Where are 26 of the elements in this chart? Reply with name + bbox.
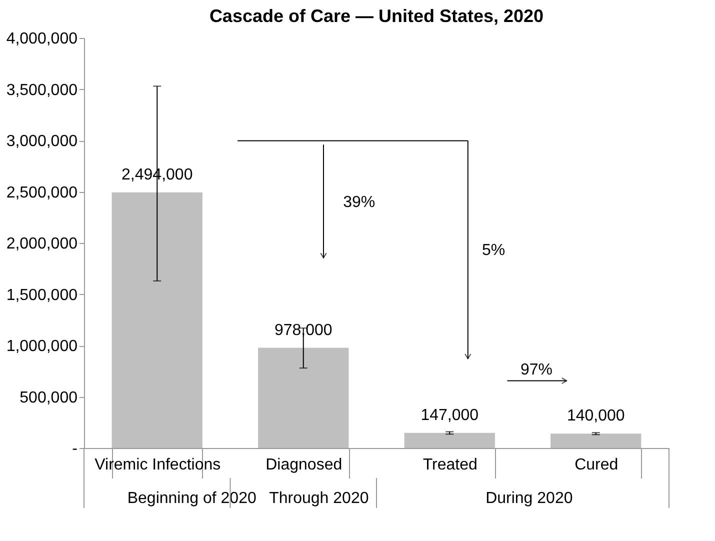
data-label: 147,000: [420, 406, 479, 424]
y-tick-label: 4,000,000: [6, 30, 78, 48]
x-tick-label: Diagnosed: [266, 456, 342, 474]
annotation: 97%: [520, 361, 552, 378]
data-label: 140,000: [566, 408, 625, 425]
text: During 2020: [486, 490, 573, 507]
bar: [112, 192, 202, 448]
bar: [404, 432, 495, 448]
chart-title: Cascade of Care — United States, 2020: [209, 6, 544, 26]
bar: [550, 434, 642, 448]
y-tick-label: 2,500,000: [6, 184, 78, 202]
text: Beginning of 2020: [127, 490, 256, 507]
text: Through 2020: [269, 490, 369, 507]
y-tick-label: 500,000: [20, 389, 78, 406]
x-tick-label: Treated: [422, 456, 478, 474]
annotation: 5%: [482, 242, 506, 260]
y-tick-label: -: [72, 440, 78, 458]
y-tick-label: 2,000,000: [6, 236, 78, 252]
y-tick-label: 3,500,000: [6, 82, 78, 99]
y-tick-label: 1,000,000: [6, 338, 78, 355]
bar: [258, 348, 349, 448]
x-tick-label: Viremic Infections: [94, 456, 221, 474]
annotation: 39%: [343, 194, 376, 212]
x-tick-label: Cured: [574, 456, 618, 474]
y-tick-label: 3,000,000: [6, 133, 78, 150]
y-tick-label: 1,500,000: [6, 286, 78, 304]
